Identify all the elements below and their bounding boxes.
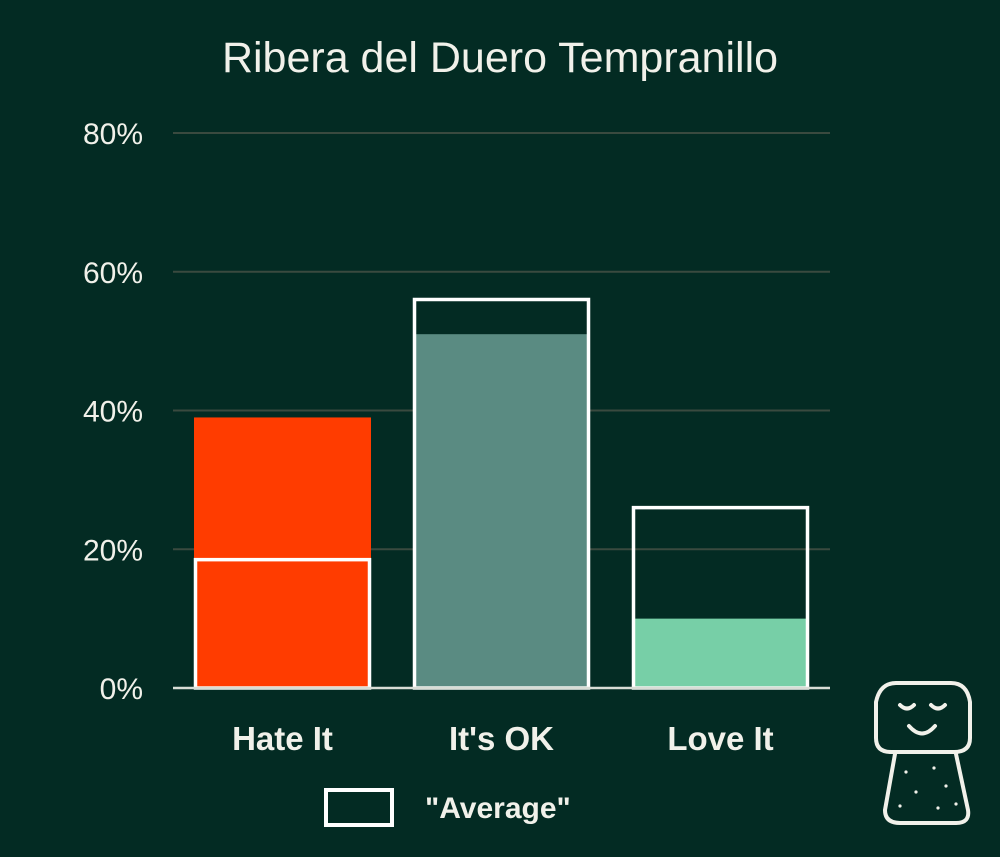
chart-title: Ribera del Duero Tempranillo xyxy=(222,34,778,82)
y-tick-label: 80% xyxy=(83,118,143,151)
y-tick-label: 40% xyxy=(83,396,143,429)
bars xyxy=(194,334,809,688)
y-axis-ticks: 0% 20% 40% 60% 80% xyxy=(83,118,143,706)
x-tick-label: Love It xyxy=(667,720,773,757)
y-tick-label: 0% xyxy=(100,673,143,706)
bar xyxy=(413,334,590,688)
legend: "Average" xyxy=(324,788,571,827)
x-axis-labels: Hate It It's OK Love It xyxy=(232,720,774,757)
x-tick-label: Hate It xyxy=(232,720,333,757)
bar xyxy=(632,618,809,688)
cork-face-icon xyxy=(874,681,972,825)
legend-label-average: "Average" xyxy=(425,792,571,825)
legend-swatch-average xyxy=(324,788,394,827)
y-tick-label: 60% xyxy=(83,257,143,290)
y-tick-label: 20% xyxy=(83,534,143,567)
x-tick-label: It's OK xyxy=(449,720,554,757)
bar xyxy=(194,417,371,688)
